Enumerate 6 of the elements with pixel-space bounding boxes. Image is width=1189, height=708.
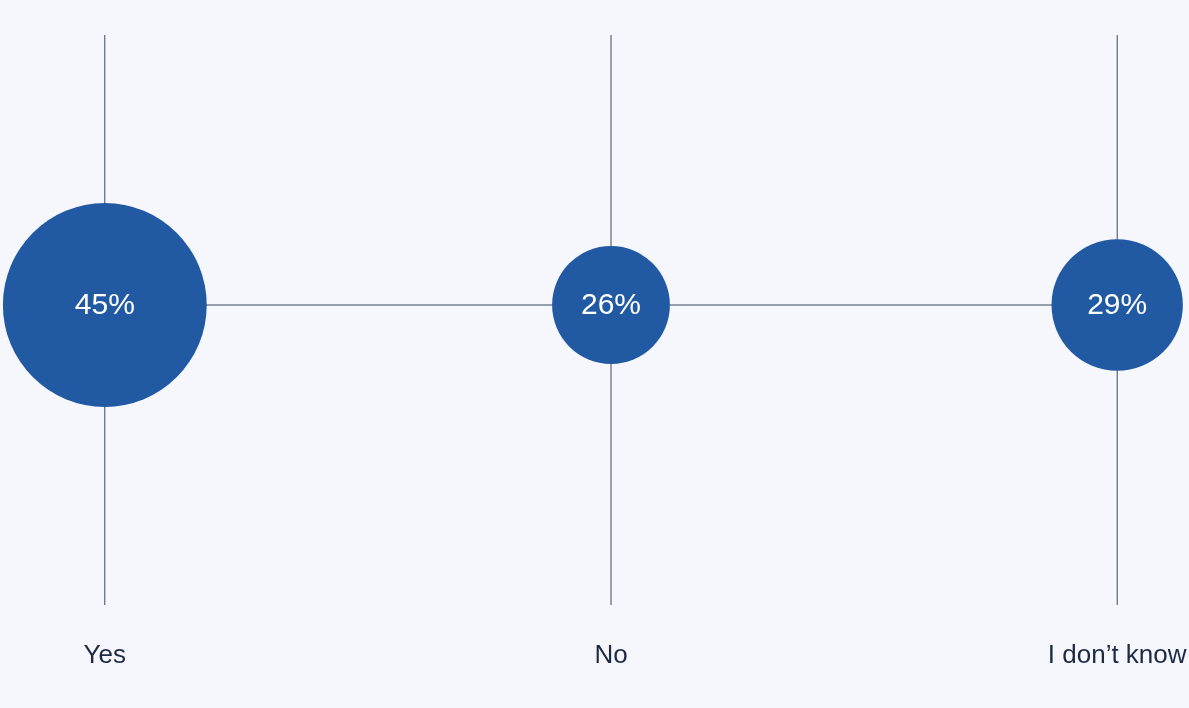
data-label: 26% <box>580 287 642 320</box>
category-label: I don’t know <box>1047 639 1187 669</box>
category-label: No <box>594 639 628 669</box>
data-label: 45% <box>74 287 135 320</box>
category-label: Yes <box>83 639 127 669</box>
data-label: 29% <box>1087 287 1148 320</box>
